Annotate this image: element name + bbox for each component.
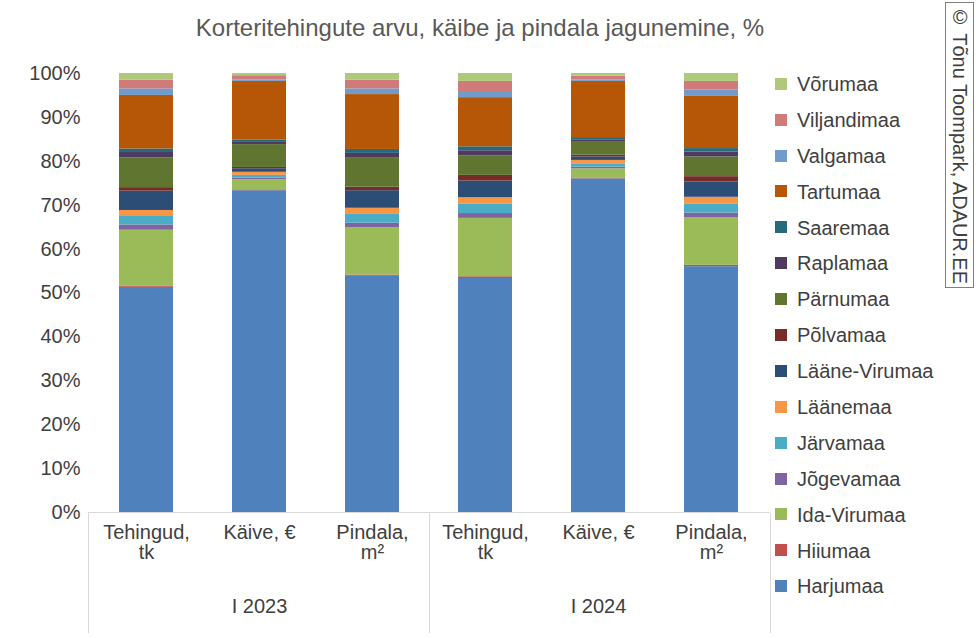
svg-text:I 2023: I 2023: [232, 595, 288, 617]
html-text:Hiiumaa: Hiiumaa: [797, 539, 871, 562]
html-text:Lääne-Virumaa: Lääne-Virumaa: [797, 360, 934, 383]
svg-text:Käive, €: Käive, €: [223, 521, 295, 543]
svg-text:80%: 80%: [40, 150, 80, 172]
svg-text:10%: 10%: [40, 457, 80, 479]
html-text:Korteritehingute arvu, käibe j: Korteritehingute arvu, käibe ja pindala …: [195, 14, 765, 41]
svg-text:Tehingud,tk: Tehingud,tk: [103, 521, 190, 563]
html-text:Läänemaa: Läänemaa: [797, 396, 892, 418]
html-text:Võrumaa: Võrumaa: [797, 73, 879, 95]
html-text:Pärnumaa: Pärnumaa: [797, 288, 890, 311]
svg-text:100%: 100%: [29, 62, 80, 84]
svg-text:50%: 50%: [40, 281, 80, 303]
svg-text:90%: 90%: [40, 106, 80, 128]
svg-text:20%: 20%: [40, 413, 80, 435]
svg-text:Pindala,m²: Pindala,m²: [675, 521, 747, 563]
svg-text:30%: 30%: [40, 369, 80, 391]
html-text:Tartumaa: Tartumaa: [797, 180, 881, 203]
svg-text:Käive, €: Käive, €: [562, 521, 634, 543]
svg-text:Tehingud,tk: Tehingud,tk: [442, 521, 529, 563]
html-text:Raplamaa: Raplamaa: [797, 252, 889, 275]
svg-text:0%: 0%: [52, 501, 81, 523]
svg-text:Pindala,m²: Pindala,m²: [336, 521, 408, 563]
html-text:© Tõnu Toompark, ADAUR.EE: © Tõnu Toompark, ADAUR.EE: [949, 6, 971, 284]
html-text:Ida-Virumaa: Ida-Virumaa: [797, 503, 906, 526]
html-text:Saaremaa: Saaremaa: [797, 216, 890, 239]
html-text:Jõgevamaa: Jõgevamaa: [797, 467, 901, 490]
svg-text:70%: 70%: [40, 194, 80, 216]
html-text:Harjumaa: Harjumaa: [797, 575, 884, 598]
html-text:Valgamaa: Valgamaa: [797, 144, 886, 167]
html-text:Viljandimaa: Viljandimaa: [797, 108, 900, 131]
svg-text:60%: 60%: [40, 238, 80, 260]
svg-text:I 2024: I 2024: [571, 595, 627, 617]
html-text:Põlvamaa: Põlvamaa: [797, 324, 886, 347]
svg-text:40%: 40%: [40, 325, 80, 347]
html-text:Järvamaa: Järvamaa: [797, 431, 885, 454]
